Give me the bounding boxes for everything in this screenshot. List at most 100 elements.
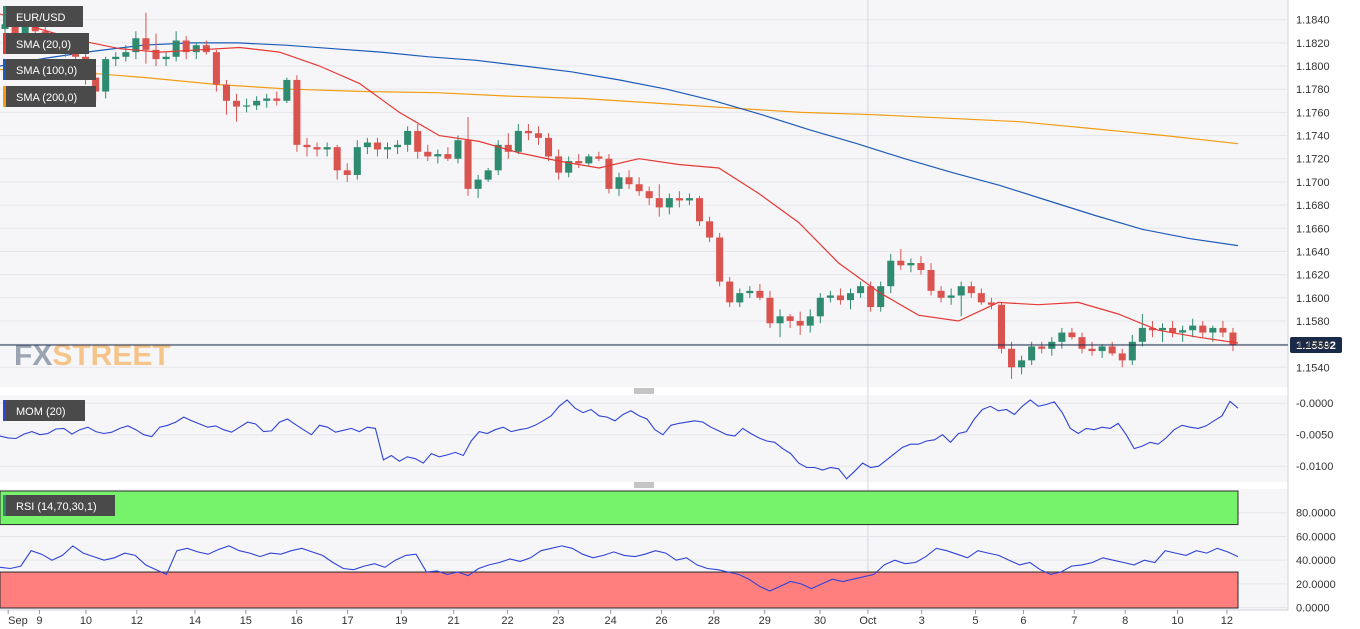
candle-body	[897, 260, 905, 266]
candle-down	[293, 75, 301, 152]
rsi-label: RSI (14,70,30,1)	[16, 501, 97, 513]
candle-up	[102, 56, 110, 99]
candle-up	[484, 168, 492, 182]
candle-body	[746, 290, 754, 294]
current-price-value: 1.15592	[1296, 340, 1336, 352]
candle-body	[142, 38, 150, 50]
candle-body	[675, 198, 683, 201]
candle-down	[313, 142, 321, 157]
candle-body	[615, 177, 623, 189]
rsi-line	[0, 545, 1239, 592]
candle-body	[494, 144, 502, 171]
candle-body	[394, 144, 402, 148]
candle-up	[957, 281, 965, 317]
candle-body	[565, 161, 573, 173]
candle-body	[1008, 348, 1016, 368]
panel-resize-handle-1[interactable]	[634, 388, 654, 394]
candle-up	[323, 142, 331, 157]
candle-body	[71, 53, 80, 57]
candle-down	[987, 297, 995, 310]
time-tick-label: 24	[605, 615, 617, 627]
candle-up	[615, 172, 623, 196]
candle-up	[826, 290, 834, 303]
candle-body	[665, 198, 673, 208]
price-tick-label: 1.1820	[1296, 38, 1330, 50]
candle-down	[897, 249, 905, 270]
momentum-axis: -0.0000 -0.0050 -0.0100	[1296, 398, 1333, 473]
candle-body	[645, 191, 653, 199]
mom-polyline	[0, 399, 1239, 480]
rsi-axis: 80.0000 60.0000 40.0000 20.0000 0.0000	[1296, 508, 1336, 615]
candle-body	[846, 293, 855, 301]
candle-body	[917, 263, 925, 270]
candle-body	[907, 263, 915, 266]
rsi-tag[interactable]: RSI (14,70,30,1)	[3, 495, 115, 516]
candle-body	[776, 316, 784, 324]
candle-body	[1058, 332, 1066, 342]
mom-tick-label: -0.0050	[1296, 430, 1333, 442]
candle-up	[585, 154, 593, 166]
panel-resize-handle-2[interactable]	[634, 482, 654, 488]
time-tick-label: 22	[501, 615, 513, 627]
candle-up	[736, 288, 744, 308]
candle-body	[716, 237, 724, 282]
candle-up	[283, 77, 291, 104]
candle-body	[1088, 348, 1096, 352]
price-axis: 1.1840 1.1820 1.1800 1.1780 1.1760 1.1740 1.17…	[1296, 15, 1330, 375]
candle-body	[1219, 327, 1227, 333]
candle-up	[816, 293, 824, 324]
candle-up	[243, 98, 251, 113]
candle-down	[675, 191, 683, 208]
candle-down	[1199, 320, 1207, 338]
candle-body	[313, 147, 321, 150]
time-tick-label: 9	[36, 615, 42, 627]
candle-body	[635, 184, 643, 192]
candle-up	[494, 140, 502, 175]
candle-body	[303, 144, 311, 148]
time-tick-label: 19	[395, 615, 407, 627]
rsi-polyline	[0, 545, 1239, 592]
candle-body	[957, 286, 965, 296]
candle-down	[222, 79, 230, 115]
candle-down	[504, 133, 512, 159]
candle-down	[1078, 332, 1086, 354]
time-tick-label: 16	[291, 615, 303, 627]
candle-up	[1179, 325, 1187, 342]
price-tick-label: 1.1800	[1296, 61, 1330, 73]
price-tick-label: 1.1580	[1296, 316, 1330, 328]
candle-up	[1158, 323, 1167, 342]
candle-body	[182, 40, 190, 53]
candle-body	[404, 130, 412, 145]
candle-up	[132, 31, 140, 60]
candle-body	[1028, 346, 1036, 361]
candle-body	[887, 260, 895, 287]
candle-body	[1118, 353, 1126, 361]
mom-tag[interactable]: MOM (20)	[3, 400, 85, 421]
candle-body	[1169, 327, 1177, 333]
candle-body	[222, 84, 230, 101]
candle-body	[625, 177, 633, 185]
symbol-tag[interactable]: EUR/USD	[3, 6, 83, 27]
candle-body	[383, 147, 392, 150]
sma20-tag[interactable]: SMA (20,0)	[3, 33, 89, 54]
candle-up	[1138, 314, 1146, 347]
candle-down	[605, 154, 613, 194]
candle-body	[1199, 325, 1207, 333]
sma200-tag[interactable]: SMA (200,0)	[3, 86, 96, 107]
sma100-tag[interactable]: SMA (100,0)	[3, 59, 96, 80]
candle-body	[977, 293, 985, 303]
sma200-label: SMA (200,0)	[16, 92, 77, 104]
rsi-tick-label: 20.0000	[1296, 579, 1336, 591]
candle-up	[263, 93, 271, 108]
time-tick-label: 10	[1171, 615, 1183, 627]
candle-down	[967, 281, 975, 298]
candle-down	[414, 123, 422, 159]
candle-down	[796, 311, 804, 335]
price-tick-label: 1.1620	[1296, 270, 1330, 282]
candle-body	[534, 133, 543, 138]
candle-body	[736, 293, 744, 303]
momentum-panel	[0, 395, 1288, 482]
candle-body	[484, 170, 492, 180]
sma-polyline	[0, 68, 1239, 145]
candle-down	[997, 302, 1005, 354]
